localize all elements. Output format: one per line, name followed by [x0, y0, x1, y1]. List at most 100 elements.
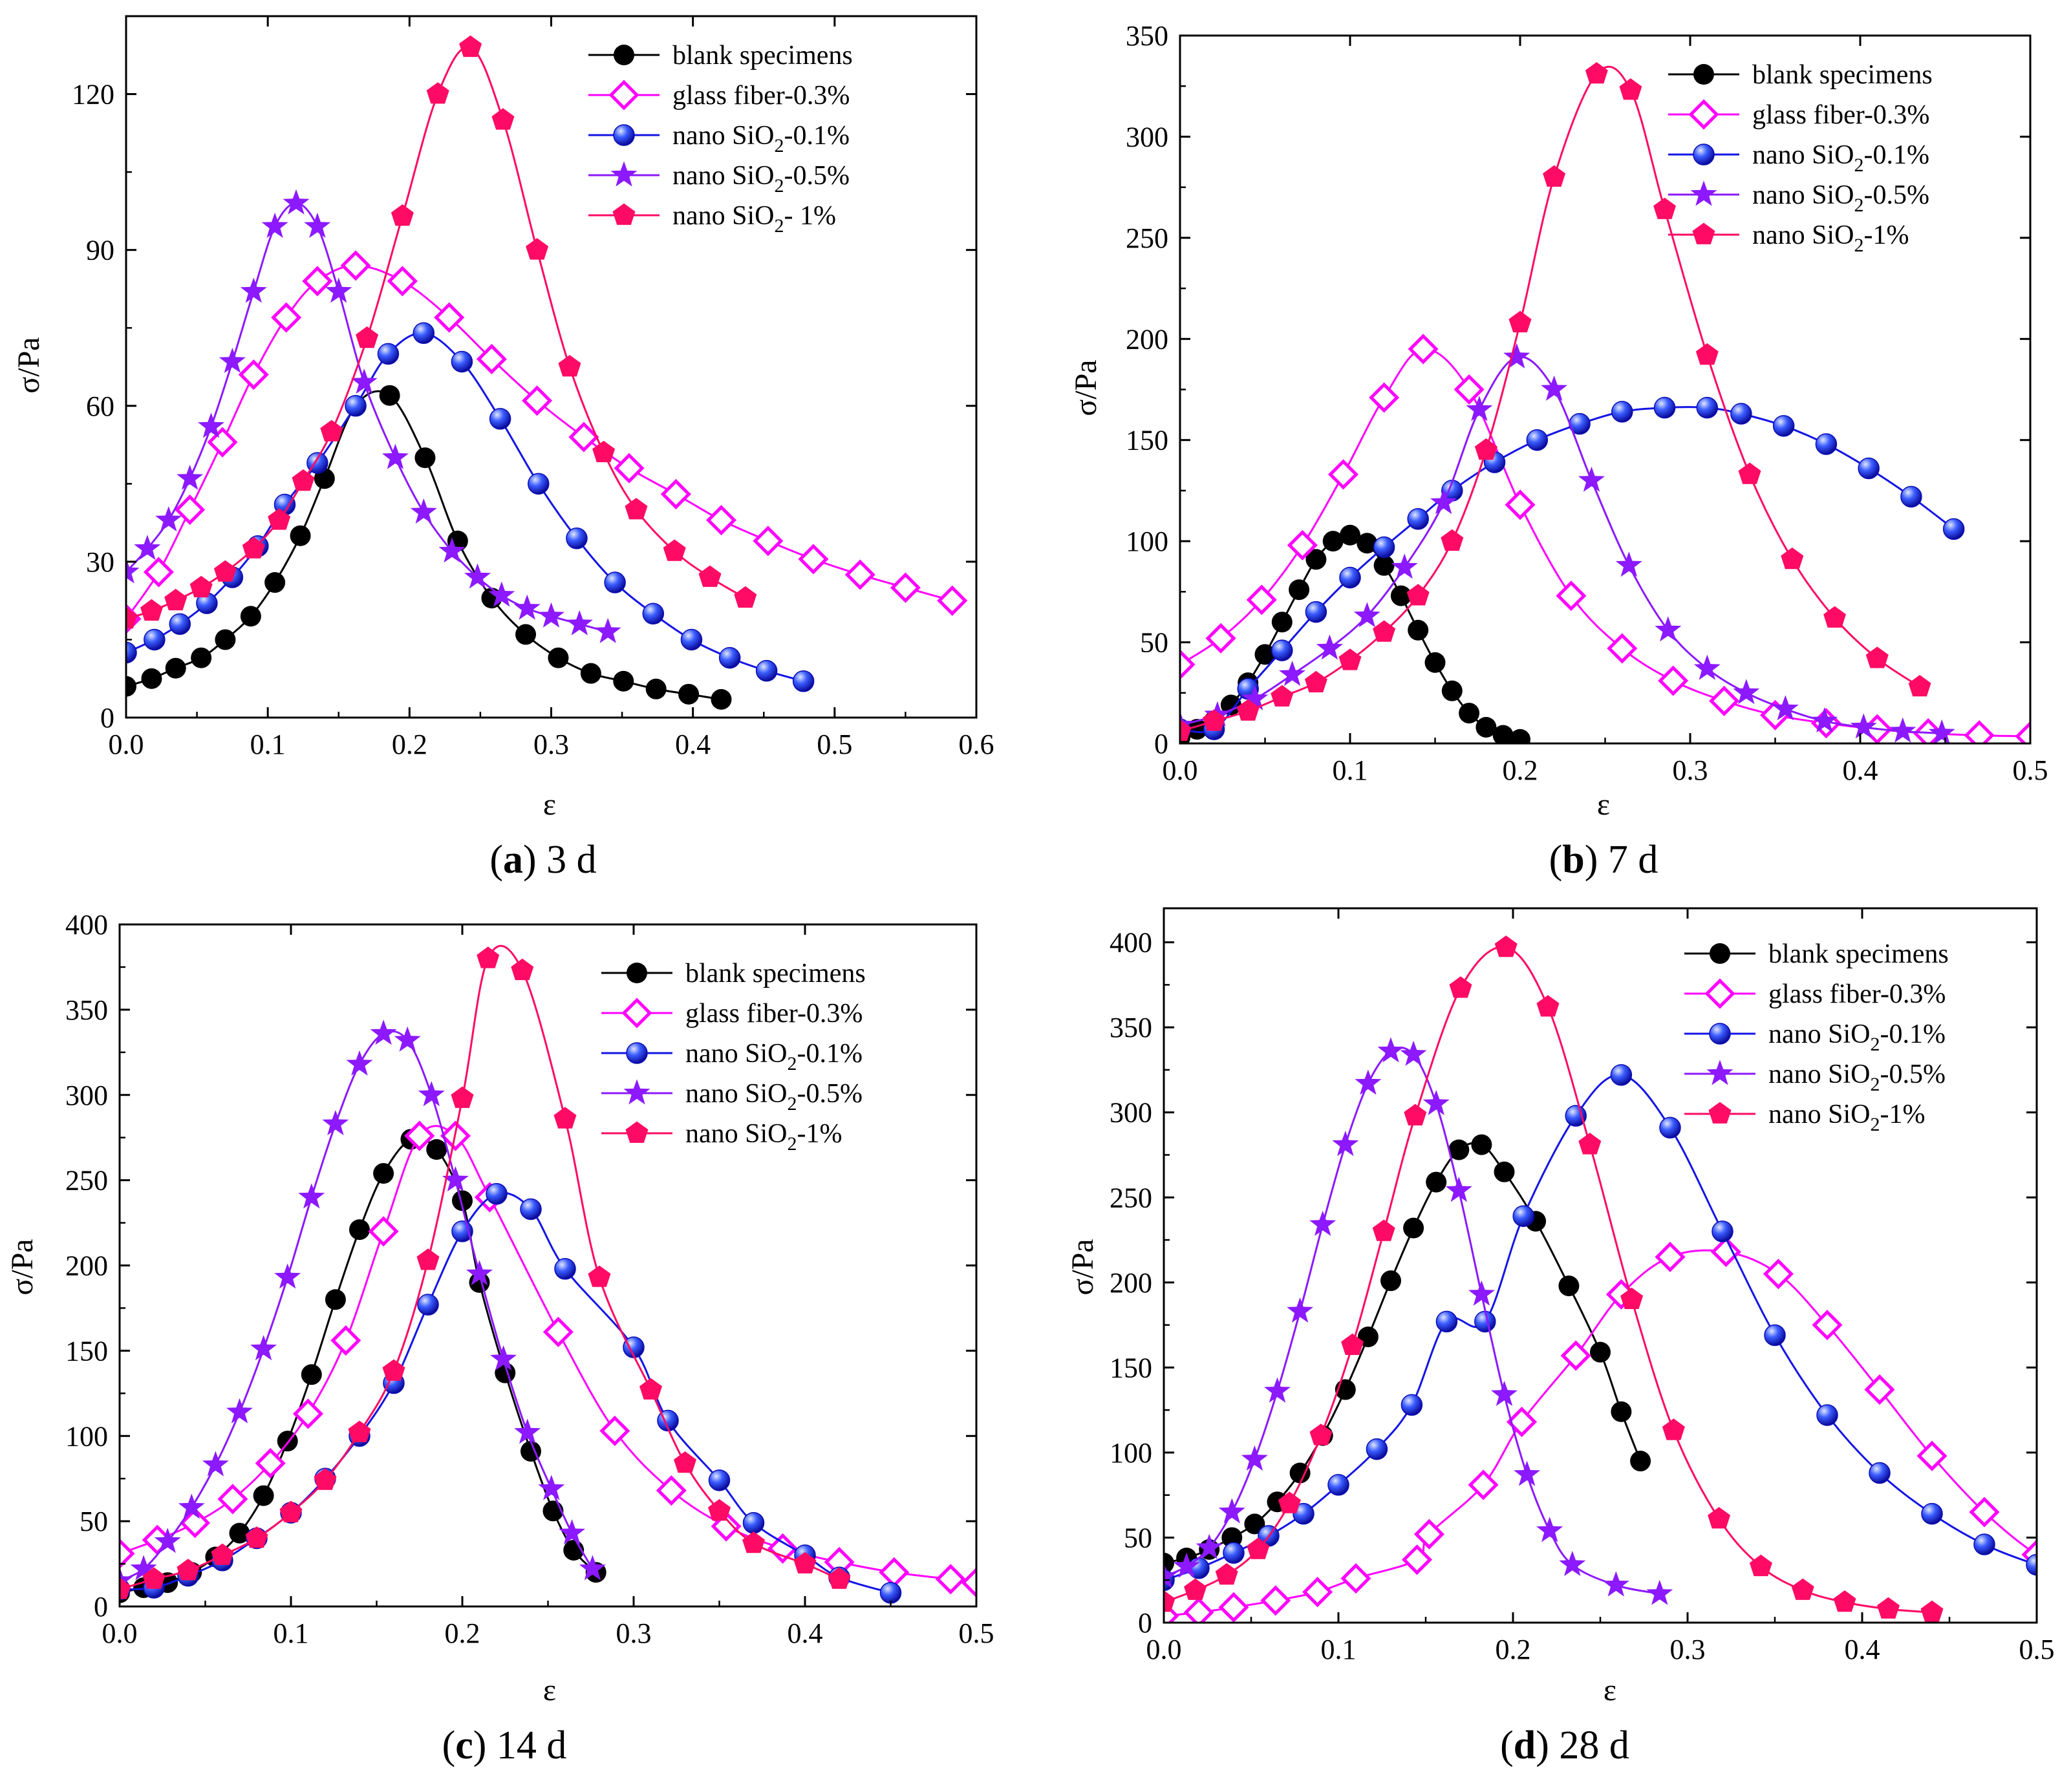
legend-label-sub: 2 [1871, 1074, 1880, 1095]
marker-star [464, 563, 491, 589]
marker-star [325, 277, 352, 303]
legend-label-pre: nano SiO [685, 1039, 788, 1069]
legend-label-pre: nano SiO [672, 201, 775, 231]
series-nano05 [126, 189, 621, 643]
marker-ball [1712, 1221, 1733, 1243]
y-tick-label: 250 [1110, 1182, 1152, 1213]
marker-star [1514, 1460, 1541, 1486]
x-tick-label: 0.0 [102, 1617, 138, 1649]
marker-ball [1610, 1064, 1633, 1086]
marker-pentagon [1619, 78, 1642, 100]
marker-pentagon [356, 326, 379, 348]
caption-close: ) [473, 1723, 487, 1767]
marker-star [370, 1019, 397, 1045]
marker-circle [1220, 694, 1241, 716]
marker-circle [1357, 533, 1378, 554]
legend-label-nano1: nano SiO2-1% [685, 1119, 842, 1155]
panel-caption: (b) 7 d [1549, 838, 1658, 882]
marker-diamond [522, 385, 553, 416]
marker-star [1400, 1040, 1427, 1066]
y-tick-label: 350 [1110, 1012, 1152, 1043]
marker-star [202, 1451, 229, 1477]
y-tick-label: 100 [65, 1420, 108, 1452]
marker-star [488, 581, 515, 607]
marker-pentagon [314, 1468, 337, 1490]
series-nano1 [1164, 935, 1944, 1623]
marker-pentagon [459, 35, 482, 58]
x-tick-label: 0.5 [2013, 754, 2048, 786]
marker-diamond [1340, 1563, 1371, 1594]
x-tick-label: 0.1 [1333, 754, 1368, 786]
marker-diamond [340, 250, 371, 281]
marker-circle [301, 1364, 322, 1385]
marker-pentagon [553, 1107, 577, 1129]
panel-caption: (d) 28 d [1500, 1723, 1629, 1767]
legend-label-nano01: nano SiO2-0.1% [685, 1039, 863, 1074]
marker-circle [1390, 585, 1411, 606]
marker-pentagon [1441, 529, 1464, 551]
marker-star [1164, 1563, 1177, 1588]
series-line-glass [126, 264, 953, 620]
legend-label-nano01: nano SiO2-0.1% [1768, 1019, 1946, 1055]
legend-label-post: -0.5% [784, 161, 850, 191]
marker-circle [1459, 703, 1480, 724]
marker-star [1332, 1131, 1359, 1157]
marker-pentagon [348, 1420, 371, 1442]
marker-star [250, 1335, 277, 1361]
marker-pentagon [1406, 584, 1430, 606]
marker-diamond [207, 427, 238, 458]
legend-label-sub: 2 [775, 215, 784, 237]
marker-star [1316, 634, 1343, 660]
x-tick-label: 0.2 [1496, 1634, 1531, 1665]
marker-pentagon [1449, 976, 1472, 998]
marker-diamond [255, 1447, 286, 1478]
legend-label-nano05: nano SiO2-0.5% [1768, 1060, 1946, 1095]
marker-star [130, 1555, 157, 1581]
marker-star [1309, 1210, 1336, 1236]
marker-circle [1289, 1462, 1311, 1484]
marker-diamond [387, 266, 418, 297]
y-tick-label: 100 [1110, 1437, 1152, 1469]
marker-ball [642, 603, 665, 625]
marker-diamond [1260, 1585, 1291, 1616]
marker-pentagon [588, 1265, 611, 1287]
marker-diamond [1763, 1259, 1794, 1290]
marker-star [304, 212, 331, 238]
marker-diamond [1183, 1597, 1214, 1623]
marker-pentagon [268, 508, 291, 530]
y-tick-label: 400 [65, 909, 108, 941]
caption-text: 7 d [1598, 838, 1658, 882]
legend-label-nano1: nano SiO2- 1% [672, 201, 836, 237]
y-tick-label: 0 [1154, 728, 1168, 760]
marker-pentagon [426, 82, 449, 104]
marker-circle [1380, 1270, 1401, 1292]
marker-ball [1435, 1310, 1458, 1333]
marker-pentagon [279, 1500, 303, 1522]
legend-label-post: -1% [797, 1119, 842, 1149]
marker-star [154, 1528, 181, 1553]
marker-ball [1305, 601, 1327, 623]
marker-pentagon [1865, 646, 1889, 668]
x-tick-label: 0.2 [445, 1617, 480, 1649]
marker-circle [1322, 531, 1344, 552]
marker-diamond [1246, 584, 1277, 615]
marker-circle [580, 663, 601, 684]
marker-star [126, 558, 140, 584]
marker-star [1615, 551, 1642, 577]
marker-ball [528, 473, 550, 495]
legend-label-sub: 2 [1854, 195, 1864, 216]
marker-circle [1164, 1552, 1174, 1573]
marker-diamond [1704, 978, 1735, 1009]
x-axis-title: ε [543, 787, 556, 822]
x-tick-label: 0.4 [1843, 754, 1878, 786]
marker-diamond [542, 1316, 574, 1347]
marker-pentagon [213, 560, 237, 582]
x-axis-title: ε [543, 1673, 556, 1707]
legend-label-post: -0.5% [797, 1079, 863, 1109]
marker-diamond [1864, 1374, 1895, 1405]
marker-star [240, 277, 267, 303]
y-tick-label: 90 [86, 235, 114, 266]
marker-star [1173, 1552, 1200, 1578]
marker-star [438, 537, 466, 563]
